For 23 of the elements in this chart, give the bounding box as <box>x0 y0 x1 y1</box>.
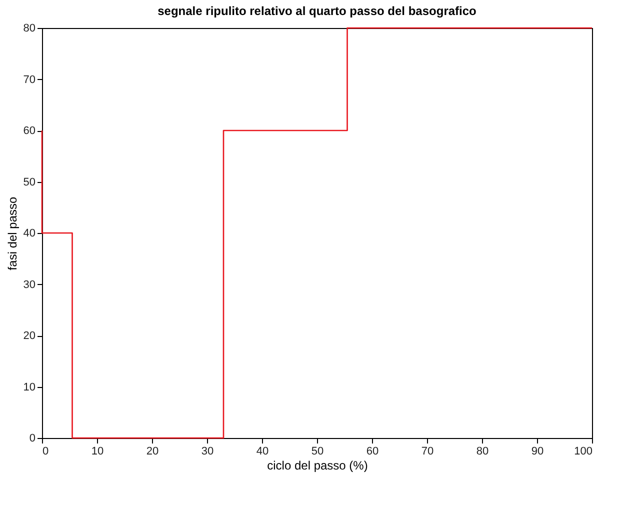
x-axis-title: ciclo del passo (%) <box>267 458 368 472</box>
y-tick-label: 20 <box>23 330 36 342</box>
y-tick-label: 50 <box>23 176 36 188</box>
y-tick-label: 40 <box>23 228 36 240</box>
y-tick-label: 80 <box>23 22 36 34</box>
x-tick-label: 50 <box>311 446 324 458</box>
x-tick-label: 0 <box>42 446 49 458</box>
x-tick-label: 70 <box>421 446 434 458</box>
y-tick-label: 30 <box>23 278 36 291</box>
y-tick-label: 70 <box>23 74 36 86</box>
x-tick-label: 100 <box>574 446 592 458</box>
x-tick-label: 80 <box>476 446 489 458</box>
chart-title: segnale ripulito relativo al quarto passo del basografico <box>158 4 476 18</box>
y-tick-label: 10 <box>23 381 36 394</box>
x-tick-label: 30 <box>201 446 214 458</box>
x-tick-label: 60 <box>366 446 379 458</box>
y-tick-label: 0 <box>29 432 36 444</box>
x-tick-label: 40 <box>256 446 269 458</box>
x-tick-label: 90 <box>531 446 544 458</box>
x-tick-label: 10 <box>91 446 104 458</box>
y-tick-label: 60 <box>23 125 36 137</box>
x-tick-label: 20 <box>146 446 159 458</box>
y-axis-title: fasi del passo <box>5 196 20 270</box>
